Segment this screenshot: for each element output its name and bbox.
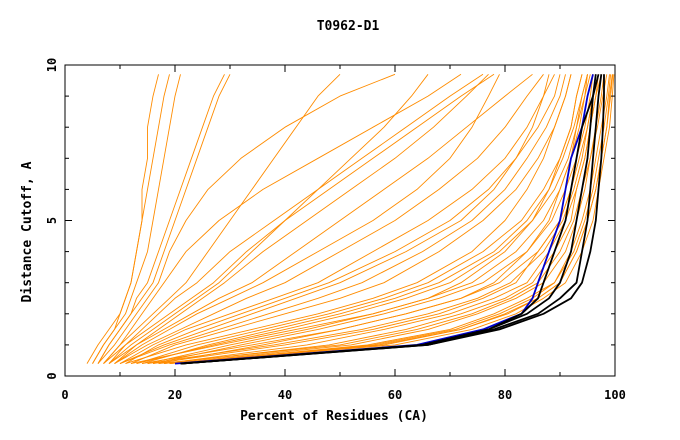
series-line-model-3 [180, 74, 600, 365]
series-line-model-20 [174, 74, 613, 365]
series-line-model-39 [108, 73, 484, 364]
y-tick-label-5: 5 [45, 217, 59, 224]
series-line-model-34 [141, 74, 588, 365]
series-line-model-10 [108, 74, 429, 364]
series-line-model-33 [125, 74, 561, 364]
x-tick-label-100: 100 [604, 388, 626, 402]
series-line-model-38 [103, 73, 462, 364]
series-line-model-30 [92, 74, 159, 364]
series-line-model-7 [92, 74, 181, 364]
series-line-model-28 [147, 74, 588, 365]
ticks-layer: 0 20 40 60 80 100 0 5 10 [45, 58, 626, 402]
series-line-model-32 [114, 73, 489, 364]
x-tick-label-20: 20 [168, 388, 182, 402]
series-line-model-24 [108, 73, 533, 364]
series-line-model-27 [136, 74, 583, 365]
series-line-model-22 [97, 73, 396, 364]
series-line-model-25 [119, 74, 555, 364]
series-line-model-1 [174, 74, 594, 365]
series-line-model-23 [103, 73, 495, 364]
x-axis-title: Percent of Residues (CA) [240, 409, 428, 424]
series-line-model-9 [103, 73, 341, 364]
y-tick-label-10: 10 [45, 58, 59, 72]
series-line-model-5 [180, 74, 605, 365]
series-line-model-11 [114, 74, 500, 364]
series-line-model-42 [136, 74, 591, 365]
y-tick-label-0: 0 [45, 372, 59, 379]
series-line-model-21 [169, 74, 615, 365]
series-line-model-12 [119, 74, 550, 365]
y-axis-title: Distance Cutoff, A [20, 161, 35, 302]
series-line-model-40 [114, 74, 544, 364]
x-tick-label-60: 60 [388, 388, 402, 402]
series-line-model-26 [130, 74, 572, 365]
series-line-model-31 [97, 74, 225, 364]
series-layer [86, 73, 615, 365]
series-line-model-4 [180, 74, 603, 365]
series-line-model-6 [86, 74, 170, 364]
series-line-model-41 [119, 74, 566, 365]
series-line-model-35 [152, 74, 594, 365]
x-tick-label-40: 40 [278, 388, 292, 402]
series-line-model-44 [158, 74, 608, 365]
chart-title: T0962-D1 [317, 19, 380, 34]
x-tick-label-0: 0 [61, 388, 68, 402]
series-line-model-45 [169, 74, 614, 365]
x-tick-label-80: 80 [498, 388, 512, 402]
series-line-model-43 [147, 74, 599, 365]
series-line-model-37 [174, 74, 612, 365]
